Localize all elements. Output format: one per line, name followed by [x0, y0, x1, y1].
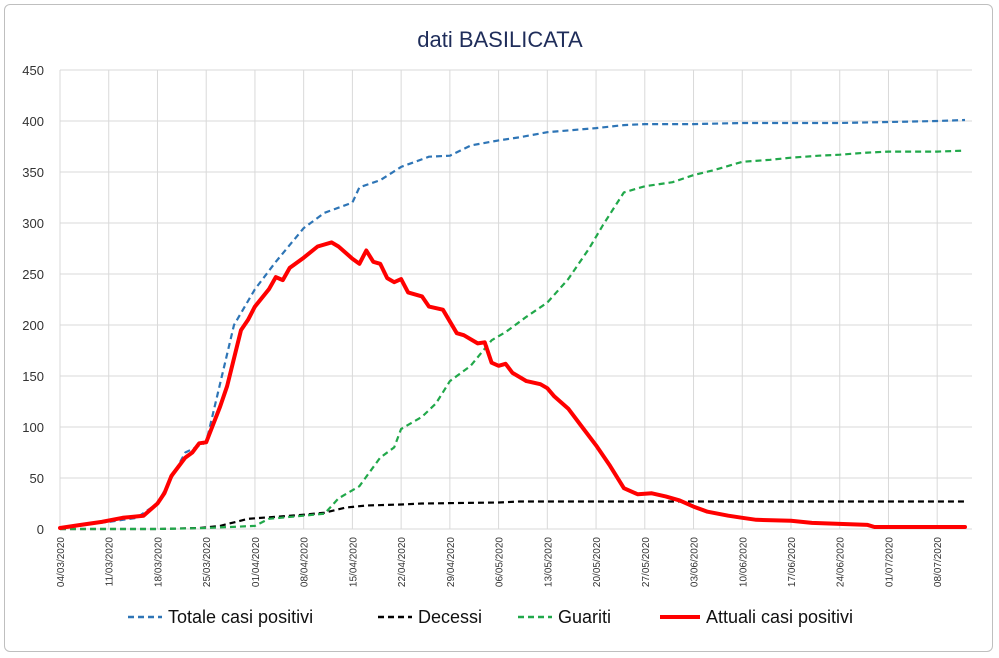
x-tick-label: 10/06/2020 [738, 537, 749, 587]
x-tick-label: 25/03/2020 [202, 537, 213, 587]
y-tick-label: 400 [22, 114, 44, 129]
x-tick-label: 03/06/2020 [690, 537, 701, 587]
y-tick-label: 200 [22, 318, 44, 333]
y-axis-tick-labels: 0 50 100 150 200 250 300 350 400 450 [22, 63, 44, 537]
x-tick-label: 15/04/2020 [348, 537, 359, 587]
x-tick-label: 27/05/2020 [641, 537, 652, 587]
x-tick-label: 04/03/2020 [56, 537, 67, 587]
legend-label-3: Attuali casi positivi [706, 607, 853, 627]
plot-area [58, 118, 967, 531]
x-tick-label: 29/04/2020 [446, 537, 457, 587]
y-tick-label: 150 [22, 369, 44, 384]
y-tick-label: 250 [22, 267, 44, 282]
x-tick-label: 11/03/2020 [105, 537, 116, 587]
x-tick-label: 17/06/2020 [787, 537, 798, 587]
x-tick-label: 18/03/2020 [153, 537, 164, 587]
x-tick-label: 22/04/2020 [397, 537, 408, 587]
legend-label-1: Decessi [418, 607, 482, 627]
legend-label-0: Totale casi positivi [168, 607, 313, 627]
y-tick-label: 50 [30, 471, 44, 486]
x-tick-label: 20/05/2020 [592, 537, 603, 587]
y-tick-label: 300 [22, 216, 44, 231]
x-tick-label: 08/07/2020 [933, 537, 944, 587]
x-tick-label: 08/04/2020 [300, 537, 311, 587]
series-line-0 [59, 118, 966, 530]
legend-label-2: Guariti [558, 607, 611, 627]
x-tick-label: 06/05/2020 [495, 537, 506, 587]
x-tick-label: 01/04/2020 [251, 537, 262, 587]
x-tick-label: 13/05/2020 [543, 537, 554, 587]
x-tick-label: 01/07/2020 [884, 537, 895, 587]
y-tick-label: 100 [22, 420, 44, 435]
x-axis-tick-labels: 04/03/2020 11/03/2020 18/03/2020 25/03/2020… [56, 537, 944, 587]
y-tick-label: 0 [37, 522, 44, 537]
x-tick-label: 24/06/2020 [836, 537, 847, 587]
legend: Totale casi positivi Decessi Guariti Attual… [128, 607, 853, 627]
gridlines [59, 69, 972, 530]
y-tick-label: 350 [22, 165, 44, 180]
series-line-3 [58, 240, 967, 530]
chart-title: dati BASILICATA [417, 27, 583, 52]
y-tick-label: 450 [22, 63, 44, 78]
series-line-2 [60, 149, 966, 531]
